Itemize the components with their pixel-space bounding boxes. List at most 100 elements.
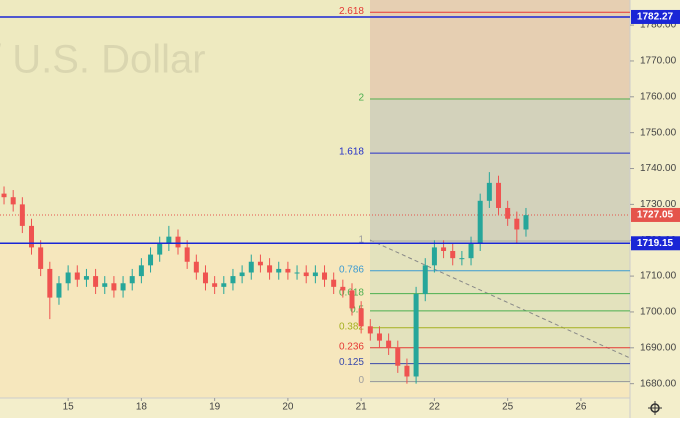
candle-body xyxy=(468,243,474,259)
candle-body xyxy=(29,225,34,248)
candle-body xyxy=(19,204,25,226)
candle xyxy=(29,218,34,255)
candle-body xyxy=(184,247,190,262)
candle-body xyxy=(358,308,364,327)
candle-body xyxy=(230,276,236,284)
candle xyxy=(19,197,25,234)
x-tick-label: 26 xyxy=(575,402,587,413)
last-price-label: 1727.05 xyxy=(637,210,674,221)
candle-body xyxy=(148,254,154,266)
candle-body xyxy=(120,283,126,291)
fib-label: 0.236 xyxy=(339,341,364,352)
candle xyxy=(294,265,300,280)
candle-body xyxy=(111,283,117,291)
candle xyxy=(459,250,465,266)
candle-body xyxy=(523,215,529,230)
candle xyxy=(230,268,236,291)
fib-label: 0.382 xyxy=(339,321,364,332)
trend-line xyxy=(369,239,631,359)
candle-body xyxy=(441,247,447,251)
price-tag xyxy=(631,236,680,251)
candle-body xyxy=(47,268,53,298)
fib-zone-lower xyxy=(370,240,630,383)
y-tick-label: 1750.00 xyxy=(640,127,677,138)
candle-body xyxy=(65,272,71,284)
candle-body xyxy=(276,268,282,273)
candle-body xyxy=(331,279,337,287)
candle xyxy=(523,207,529,237)
candle xyxy=(193,254,199,280)
y-tick-label: 1770.00 xyxy=(640,56,677,67)
x-tick-label: 22 xyxy=(429,402,441,413)
candle-body xyxy=(257,261,263,266)
candle-body xyxy=(157,243,163,255)
candle xyxy=(184,240,190,269)
candle-body xyxy=(514,218,520,230)
fib-label: 0.5 xyxy=(350,305,364,316)
candle xyxy=(212,276,218,295)
candle-body xyxy=(239,272,245,277)
candle-body xyxy=(138,265,144,277)
candle-body xyxy=(248,261,254,273)
candle-body xyxy=(450,250,456,259)
candle-body xyxy=(431,247,437,266)
candle-body xyxy=(376,333,382,341)
candle xyxy=(239,265,245,284)
candle-body xyxy=(459,258,465,260)
candle xyxy=(157,236,163,262)
candle-body xyxy=(83,276,89,280)
candle xyxy=(38,240,44,277)
candle xyxy=(10,190,16,212)
settings-icon[interactable] xyxy=(648,401,662,415)
candle-body xyxy=(129,276,135,284)
candle-body xyxy=(303,272,309,277)
candle xyxy=(303,265,309,284)
fib-zone-middle xyxy=(370,100,630,240)
y-tick-label: 1700.00 xyxy=(640,307,677,318)
candle xyxy=(496,175,502,216)
candle xyxy=(285,261,291,280)
x-tick-label: 21 xyxy=(356,402,368,413)
candle-body xyxy=(496,182,502,208)
candle xyxy=(129,268,135,291)
fib-label: 1 xyxy=(358,235,364,246)
x-tick-label: 19 xyxy=(209,402,221,413)
candle-body xyxy=(367,326,373,334)
candle xyxy=(367,319,373,341)
candle xyxy=(93,268,99,295)
y-tick-label: 1780.00 xyxy=(640,20,677,31)
y-tick-label: 1690.00 xyxy=(640,342,677,353)
candle xyxy=(386,333,392,355)
candle-body xyxy=(38,247,44,269)
price-tag-label: 1719.15 xyxy=(637,238,674,249)
candle xyxy=(83,268,89,287)
candle xyxy=(175,229,181,255)
candle-body xyxy=(1,193,7,198)
candle-body xyxy=(74,272,80,280)
x-tick-label: 25 xyxy=(502,402,514,413)
candle xyxy=(102,276,108,295)
time-axis xyxy=(0,398,630,418)
candle xyxy=(376,326,382,348)
candle-body xyxy=(422,265,428,295)
candle-body xyxy=(413,294,419,377)
candle-body xyxy=(56,283,62,298)
candle xyxy=(450,243,456,266)
candle xyxy=(312,265,318,284)
candle-body xyxy=(349,290,355,309)
candle-body xyxy=(93,276,99,287)
fib-zone-upper xyxy=(370,0,630,100)
fib-label: 1.618 xyxy=(339,147,364,158)
candle-body xyxy=(294,272,300,274)
candle xyxy=(477,193,483,251)
fib-label: 0.786 xyxy=(339,264,364,275)
candle xyxy=(322,265,328,287)
candle xyxy=(257,254,263,273)
candle-body xyxy=(166,236,172,244)
candle xyxy=(486,172,492,208)
candle xyxy=(276,261,282,280)
candle xyxy=(202,265,208,291)
candle xyxy=(395,340,401,373)
y-tick-label: 1710.00 xyxy=(640,271,677,282)
candle xyxy=(358,301,364,334)
